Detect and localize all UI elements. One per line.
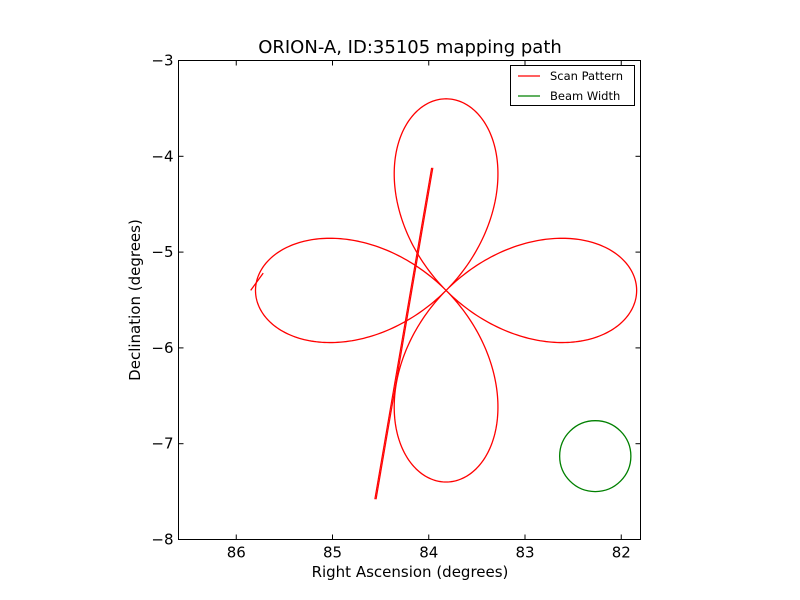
y-tick-label: −3: [151, 52, 173, 70]
x-axis: 86 85 84 83 82: [227, 60, 631, 562]
legend-label-beam-width: Beam Width: [550, 89, 620, 103]
x-tick-label: 85: [323, 544, 342, 562]
x-tick-label: 86: [227, 544, 246, 562]
x-tick-label: 83: [515, 544, 534, 562]
scan-pattern-line: [375, 167, 434, 500]
x-tick-label: 82: [612, 544, 631, 562]
y-axis-label: Declination (degrees): [126, 219, 144, 381]
plot-frame: [178, 60, 641, 540]
chart-title: ORION-A, ID:35105 mapping path: [258, 37, 562, 58]
x-tick-label: 84: [419, 544, 438, 562]
beam-width-circle: [559, 420, 632, 493]
plot-area: [250, 98, 638, 500]
scan-pattern-start-hook: [250, 272, 264, 291]
y-tick-label: −4: [151, 147, 173, 165]
y-tick-label: −6: [151, 339, 173, 357]
y-tick-label: −7: [151, 435, 173, 453]
y-axis: −3 −4 −5 −6 −7 −8: [151, 52, 641, 549]
legend-label-scan-pattern: Scan Pattern: [550, 69, 623, 83]
legend-box: [510, 65, 635, 106]
y-tick-label: −8: [151, 531, 173, 549]
legend: Scan Pattern Beam Width: [510, 65, 635, 106]
x-axis-label: Right Ascension (degrees): [312, 563, 509, 581]
scan-pattern-line: [374, 167, 433, 500]
y-tick-label: −5: [151, 243, 173, 261]
scan-pattern-curve: [254, 98, 638, 483]
